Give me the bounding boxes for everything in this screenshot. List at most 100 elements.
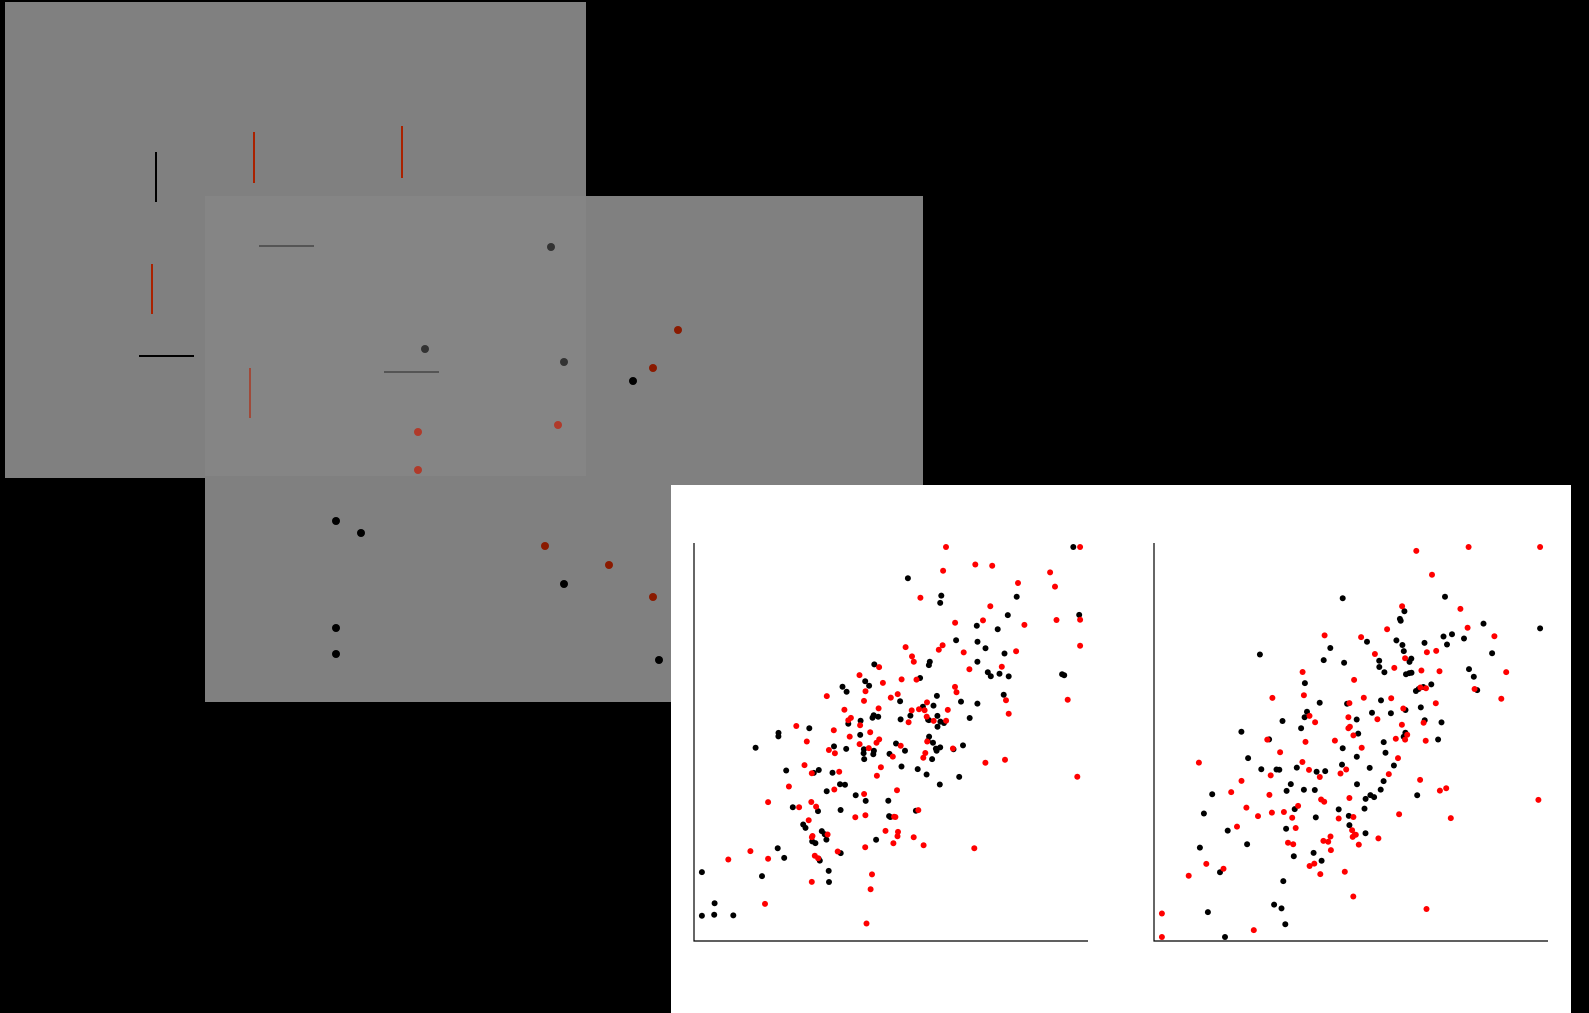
scatter-point <box>698 912 705 919</box>
scatter-point <box>830 727 837 734</box>
scatter-point <box>937 599 944 606</box>
scatter-point <box>1302 738 1309 745</box>
scatter-point <box>936 781 943 788</box>
scatter-point <box>877 764 884 771</box>
dot-item <box>332 624 340 632</box>
scatter-point <box>1399 642 1406 648</box>
scatter-point <box>1001 650 1008 657</box>
scatter-point <box>1200 810 1207 817</box>
scatter-point <box>908 707 915 714</box>
scatter-point <box>972 561 979 568</box>
scatter-point <box>823 836 830 843</box>
scatter-point <box>857 731 864 738</box>
scatter-point <box>805 817 812 824</box>
scatter-point <box>1070 544 1077 550</box>
scatter-point <box>1537 625 1544 632</box>
dots-canvas <box>205 196 682 664</box>
scatter-point <box>1417 684 1424 691</box>
scatter-point <box>924 738 931 745</box>
scatter-point <box>930 702 937 709</box>
dot-item <box>629 377 637 385</box>
scatter-point <box>1325 838 1332 845</box>
scatter-point <box>1312 814 1319 821</box>
scatter-point <box>1310 849 1317 856</box>
scatter-point <box>1064 696 1071 703</box>
scatter-point <box>1322 768 1329 775</box>
scatter-point <box>930 739 936 746</box>
scatter-point <box>1327 645 1334 651</box>
scatter-point <box>1313 768 1320 775</box>
scatter-point <box>1195 759 1202 766</box>
scatter-point <box>857 717 864 724</box>
scatter-point <box>831 750 838 757</box>
overlap-region <box>205 196 586 476</box>
scatter-canvas <box>693 543 1548 942</box>
scatter-point <box>867 729 874 736</box>
scatter-point <box>876 664 883 671</box>
dot-item <box>547 243 555 251</box>
scatter-point <box>1395 755 1401 762</box>
scatter-point <box>958 698 964 705</box>
scatter-point <box>1318 857 1325 864</box>
scatter-point <box>923 713 930 720</box>
scatter-point <box>920 842 927 849</box>
scatter-point <box>759 873 765 880</box>
scatter-point <box>1318 796 1325 803</box>
scatter-point <box>1396 811 1403 818</box>
scatter-point <box>1268 809 1275 816</box>
scatter-point <box>1209 791 1216 798</box>
scatter-point <box>869 871 875 878</box>
scatter-point <box>1312 719 1319 726</box>
scatter-point <box>921 707 928 714</box>
scatter-point <box>841 706 848 713</box>
scatter-point <box>1343 766 1350 773</box>
scatter-point <box>887 694 894 701</box>
scatter-point <box>1362 795 1369 802</box>
scatter-point <box>894 691 901 698</box>
scatter-point <box>1311 860 1318 867</box>
scatter-point <box>1300 786 1307 793</box>
scatter-point <box>1498 695 1505 702</box>
scatter-point <box>973 622 980 629</box>
scatter-point <box>1276 766 1283 773</box>
scatter-point <box>982 645 989 652</box>
dot-item <box>414 466 422 474</box>
scatter-point <box>1335 806 1342 813</box>
scatter-point <box>1418 667 1425 674</box>
scatter-point <box>1320 837 1327 844</box>
scatter-point <box>823 788 830 795</box>
scatter-point <box>922 750 929 756</box>
scatter-point <box>933 692 940 699</box>
scatter-point <box>1345 714 1352 721</box>
scatter-point <box>1503 669 1510 676</box>
scatter-point <box>924 699 930 706</box>
scatter-point <box>1290 841 1297 848</box>
dots-panel <box>205 196 923 702</box>
scatter-point <box>831 786 838 793</box>
scatter-point <box>1401 608 1408 615</box>
scatter-point <box>1381 669 1388 676</box>
scatter-point <box>711 900 718 907</box>
scatter-point <box>1300 692 1307 699</box>
scatter-point <box>1346 700 1353 707</box>
scatter-point <box>866 682 873 689</box>
scatter-point <box>1408 669 1415 676</box>
scatter-point <box>1320 657 1327 664</box>
scatter-point <box>865 745 872 752</box>
scatter-point <box>897 742 904 749</box>
scatter-point <box>1306 766 1312 773</box>
scatter-point <box>1279 718 1286 724</box>
scatter-point <box>1269 694 1276 701</box>
scatter-point <box>826 879 832 885</box>
scatter-point <box>1380 739 1387 746</box>
scatter-point <box>1385 771 1392 778</box>
scatter-point <box>1158 910 1165 917</box>
scatter-point <box>923 771 930 778</box>
scatter-point <box>1306 712 1313 719</box>
scatter-point <box>1204 909 1211 916</box>
scatter-point <box>1000 691 1007 698</box>
scatter-point <box>1250 927 1257 934</box>
scatter-point <box>1224 827 1231 834</box>
scatter-point <box>837 781 843 788</box>
scatter-point <box>890 840 897 847</box>
